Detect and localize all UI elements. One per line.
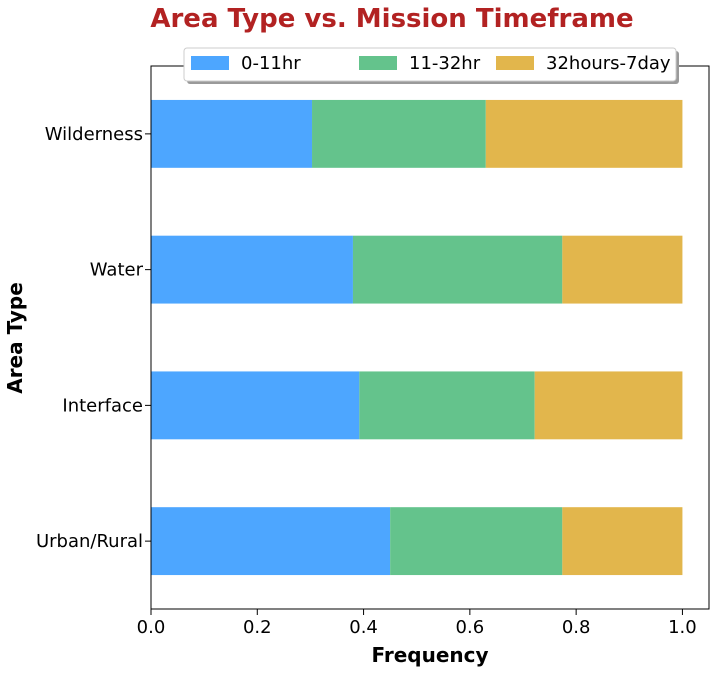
- chart-title: Area Type vs. Mission Timeframe: [150, 4, 633, 34]
- bar-segment: [359, 371, 535, 440]
- bar-segment: [151, 235, 353, 304]
- x-tick-label: 0.4: [349, 617, 378, 638]
- legend: 0-11hr 11-32hr 32hours-7day: [183, 47, 679, 84]
- x-tick-label: 0.8: [562, 617, 591, 638]
- legend-label: 0-11hr: [241, 53, 301, 74]
- bar-segment: [562, 235, 683, 304]
- y-tick-label: Water: [90, 260, 144, 281]
- legend-label: 32hours-7day: [546, 53, 671, 74]
- bar-segment: [534, 371, 683, 440]
- x-tick-label: 1.0: [668, 617, 697, 638]
- y-tick-label: Interface: [62, 395, 143, 416]
- x-axis-label: Frequency: [371, 643, 488, 667]
- x-tick-label: 0.2: [243, 617, 272, 638]
- y-tick-label: Urban/Rural: [36, 531, 143, 552]
- y-tick-label: Wilderness: [45, 124, 143, 145]
- bar-segment: [151, 507, 391, 576]
- legend-items: 0-11hr 11-32hr 32hours-7day: [191, 53, 671, 74]
- bar-segment: [352, 235, 563, 304]
- x-tick-label: 0.6: [456, 617, 485, 638]
- y-axis-ticks: Wilderness Water Interface Urban/Rural: [36, 124, 151, 552]
- x-tick-label: 0.0: [137, 617, 166, 638]
- legend-swatch: [191, 56, 229, 70]
- bar-segment: [562, 507, 683, 576]
- bar-segment: [390, 507, 563, 576]
- bars-layer: [151, 99, 683, 576]
- bar-segment: [312, 99, 486, 168]
- legend-label: 11-32hr: [409, 53, 481, 74]
- y-axis-label: Area Type: [3, 282, 27, 394]
- legend-box: [183, 47, 677, 82]
- legend-swatch: [496, 56, 534, 70]
- legend-swatch: [359, 56, 397, 70]
- bar-segment: [151, 371, 360, 440]
- x-axis-ticks: 0.0 0.2 0.4 0.6 0.8 1.0: [137, 609, 697, 638]
- bar-segment: [485, 99, 683, 168]
- bar-segment: [151, 99, 313, 168]
